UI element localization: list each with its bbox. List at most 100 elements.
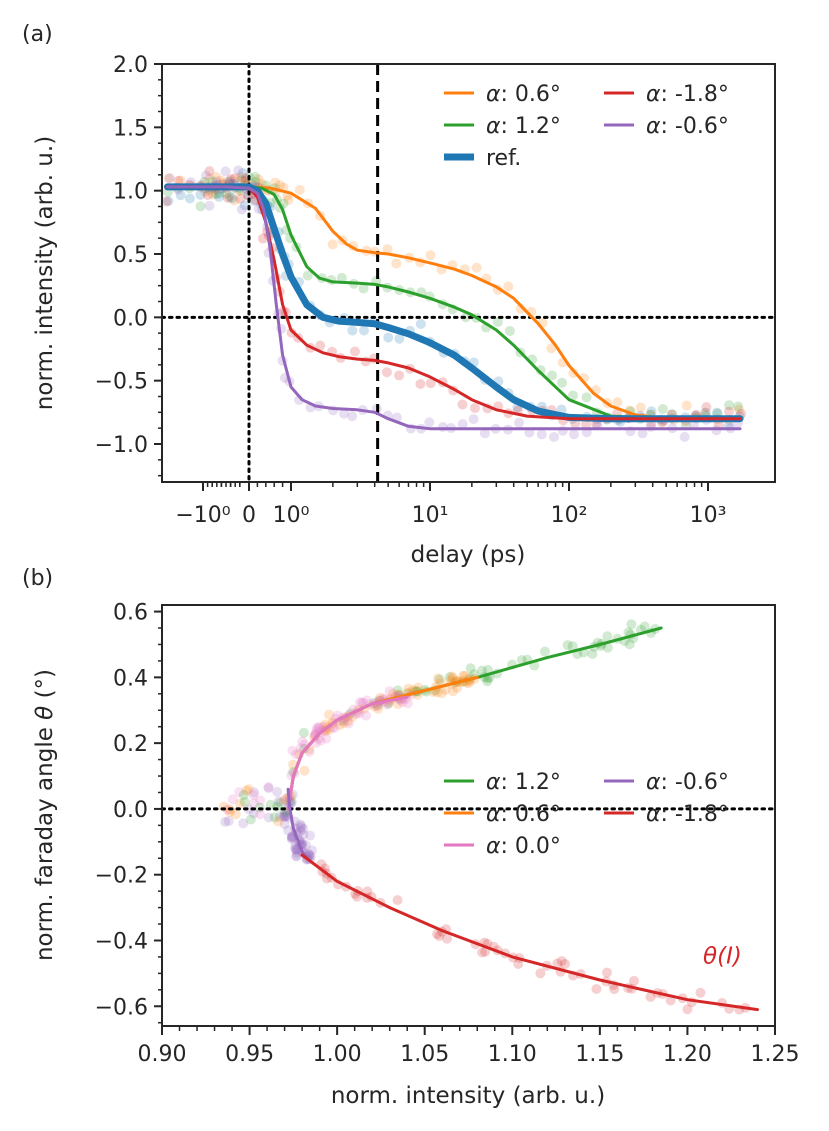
panel-b-scatter-point bbox=[279, 811, 290, 822]
panel-b-ytick-label: −0.2 bbox=[95, 864, 148, 889]
panel-a-xtick-label: 10⁰ bbox=[273, 503, 310, 528]
panel-b-legend-symbol: α bbox=[486, 834, 501, 859]
panel-b-scatter-point bbox=[300, 840, 311, 851]
panel-b-scatter-point bbox=[446, 671, 457, 682]
panel-a-ticks: −1.0 −0.5 0.0 0.5 1.0 1.5 2.0 −10⁰ 0 10⁰ 10¹ 10² 10³ bbox=[95, 53, 727, 528]
panel-b-ylabel-symbol: θ bbox=[32, 706, 58, 720]
panel-b-legend-text: : -0.6° bbox=[661, 770, 729, 795]
panel-b-scatter-point bbox=[562, 640, 573, 651]
panel-a-scatter-point bbox=[253, 174, 264, 185]
panel-b-scatter-point bbox=[321, 733, 332, 744]
panel-a-scatter-point bbox=[536, 429, 547, 440]
panel-b-scatter-point bbox=[223, 816, 234, 827]
panel-a-scatter-point bbox=[207, 189, 218, 200]
panel-a-frame bbox=[161, 63, 776, 483]
panel-b-series-line-4 bbox=[300, 853, 759, 1012]
panel-a-ylabel: norm. intensity (arb. u.) bbox=[32, 136, 58, 410]
panel-b-scatter-point bbox=[291, 749, 302, 760]
panel-b-scatter-point bbox=[602, 967, 613, 978]
panel-b-scatter-point bbox=[295, 825, 306, 836]
panel-b-scatter-point bbox=[434, 674, 445, 685]
panel-b-scatter-point bbox=[452, 683, 463, 694]
panel-a-scatter-point bbox=[229, 195, 240, 206]
panel-b-scatter-point bbox=[263, 812, 274, 823]
panel-a-xtick-label: −10⁰ bbox=[175, 503, 230, 528]
panel-a-scatter-point bbox=[163, 173, 174, 184]
panel-b-scatter-point bbox=[356, 697, 367, 708]
panel-b-scatter-point bbox=[434, 931, 445, 942]
panel-a-scatter-point bbox=[270, 177, 281, 188]
panel-a-scatter-point bbox=[425, 378, 436, 389]
panel-b-scatter-point bbox=[298, 823, 309, 834]
panel-a-legend-text: : 1.2° bbox=[501, 114, 561, 139]
panel-a-scatter-point bbox=[646, 406, 657, 417]
panel-b-scatter-point bbox=[602, 631, 613, 642]
panel-a-scatter-point bbox=[233, 165, 244, 176]
panel-a-ytick-label: −0.5 bbox=[95, 370, 148, 395]
panel-a-legend-text: : -0.6° bbox=[661, 114, 729, 139]
panel-b-scatter-point bbox=[535, 968, 546, 979]
panel-a-scatter-point bbox=[557, 377, 568, 388]
panel-b-xtick-label: 1.15 bbox=[575, 1042, 624, 1067]
panel-a-scatter-point bbox=[286, 327, 297, 338]
panel-a-scatter-point bbox=[457, 399, 468, 410]
panel-a-scatter-point bbox=[637, 428, 648, 439]
panel-b-xlabel: norm. intensity (arb. u.) bbox=[331, 1083, 605, 1109]
panel-b-scatter-point bbox=[275, 797, 286, 808]
panel-a-scatter-point bbox=[220, 166, 231, 177]
panel-b-xtick-label: 1.25 bbox=[751, 1042, 800, 1067]
panel-a-scatter-point bbox=[645, 421, 656, 432]
panel-b-legend: α: 1.2°α: 0.6°α: 0.0°α: -0.6°α: -1.8° bbox=[444, 770, 729, 859]
panel-b-scatter-point bbox=[280, 811, 291, 822]
panel-a-legend-symbol: α bbox=[486, 82, 501, 107]
panel-a-scatter-point bbox=[733, 401, 744, 412]
panel-a-scatter-point bbox=[236, 204, 247, 215]
panel-a-series-line-4 bbox=[166, 185, 742, 431]
panel-b-scatter-point bbox=[556, 956, 567, 967]
panel-b-scatter-point bbox=[298, 727, 309, 738]
panel-b-xtick-label: 1.05 bbox=[400, 1042, 449, 1067]
panel-a-scatter-point bbox=[612, 397, 623, 408]
panel-a-legend-label: α: 0.6° bbox=[486, 82, 561, 107]
panel-a-scatter-point bbox=[359, 325, 370, 336]
panel-b-scatter-point bbox=[403, 683, 414, 694]
panel-b-scatter-point bbox=[249, 787, 260, 798]
panel-b-scatter-point bbox=[402, 698, 413, 709]
panel-a-ytick-label: 2.0 bbox=[113, 53, 148, 78]
panel-b-scatter-point bbox=[645, 992, 656, 1003]
panel-a-scatter-point bbox=[225, 174, 236, 185]
panel-b-scatter-point bbox=[458, 670, 469, 681]
panel-a-scatter-point bbox=[250, 171, 261, 182]
panel-a-scatter-point bbox=[535, 365, 546, 376]
panel-a-scatter-point bbox=[283, 194, 294, 205]
panel-a-scatter-point bbox=[580, 419, 591, 430]
panel-b-scatter-point bbox=[306, 845, 317, 856]
panel-a-scatter-point bbox=[382, 244, 393, 255]
panel-a-scatter-point bbox=[222, 192, 233, 203]
panel-b-series-lines bbox=[286, 626, 759, 1012]
panel-b-scatter-point bbox=[387, 688, 398, 699]
panel-b-scatter-point bbox=[283, 825, 294, 836]
panel-a-scatter-point bbox=[724, 406, 735, 417]
panel-a-scatter-point bbox=[163, 196, 174, 207]
panel-a-scatter-point bbox=[347, 325, 358, 336]
panel-b-scatter-point bbox=[296, 820, 307, 831]
panel-a-scatter-point bbox=[204, 173, 215, 184]
panel-a-scatter-point bbox=[237, 168, 248, 179]
panel-a-xtick-label: 0 bbox=[242, 503, 256, 528]
panel-b-scatter-point bbox=[539, 646, 550, 657]
panel-a-series-line-2 bbox=[164, 183, 744, 423]
panel-a-scatter-point bbox=[164, 173, 175, 184]
panel-a-legend-text: : 0.6° bbox=[501, 82, 561, 107]
panel-a-series-line-3 bbox=[166, 185, 742, 421]
panel-b-scatter-point bbox=[392, 699, 403, 710]
panel-b-scatter-point bbox=[299, 765, 310, 776]
panel-a-legend: α: 0.6°α: 1.2°ref.α: -1.8°α: -0.6° bbox=[444, 82, 729, 171]
panel-a-scatter-point bbox=[213, 191, 224, 202]
panel-b-legend-text: : 0.6° bbox=[501, 802, 561, 827]
panel-b-scatter-point bbox=[334, 720, 345, 731]
panel-b-xtick-label: 1.20 bbox=[663, 1042, 712, 1067]
panel-b-xtick-label: 1.00 bbox=[313, 1042, 362, 1067]
panel-b-scatter-point bbox=[286, 832, 297, 843]
panel-b-scatter-point bbox=[587, 648, 598, 659]
